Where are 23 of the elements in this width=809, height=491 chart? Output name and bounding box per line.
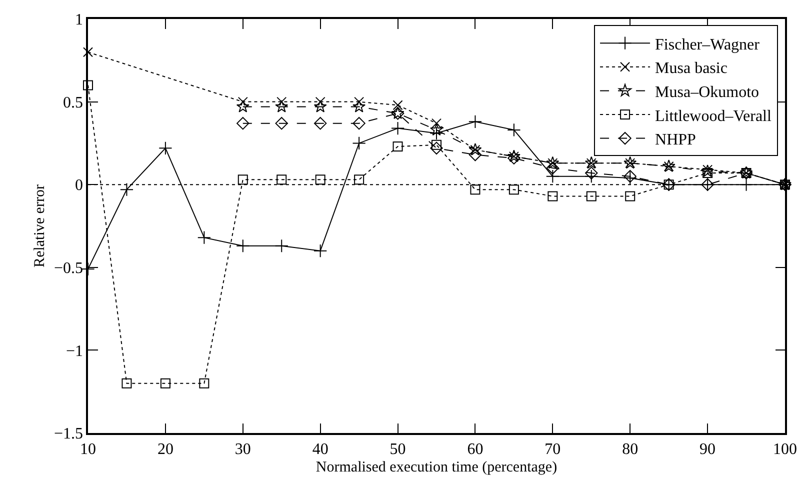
x-tick-label: 10 <box>80 440 96 458</box>
legend-label: Musa basic <box>655 60 728 78</box>
y-tick-label: 1 <box>75 12 84 29</box>
x-tick-label: 100 <box>773 440 797 458</box>
x-tick-label: 30 <box>234 440 251 458</box>
x-tick-label: 20 <box>157 440 174 458</box>
x-tick-label: 80 <box>622 440 638 458</box>
x-tick-label: 90 <box>700 440 716 458</box>
x-tick-label: 50 <box>390 440 406 458</box>
y-tick-label: 0 <box>75 177 84 194</box>
x-tick-label: 70 <box>544 440 561 458</box>
y-tick-label: −1.5 <box>54 426 84 443</box>
y-tick-label: 0.5 <box>63 94 84 112</box>
y-tick-label: −0.5 <box>54 260 84 277</box>
legend-label: Fischer–Wagner <box>655 36 760 54</box>
legend-label: Littlewood–Verall <box>655 108 772 125</box>
y-axis-title: Relative error <box>32 184 48 268</box>
legend-label: NHPP <box>655 132 696 149</box>
x-tick-label: 60 <box>467 440 484 458</box>
legend-label: Musa–Okumoto <box>655 84 760 101</box>
y-tick-label: −1 <box>66 342 84 360</box>
x-tick-label: 40 <box>312 440 328 458</box>
x-axis-title: Normalised execution time (percentage) <box>316 459 558 476</box>
